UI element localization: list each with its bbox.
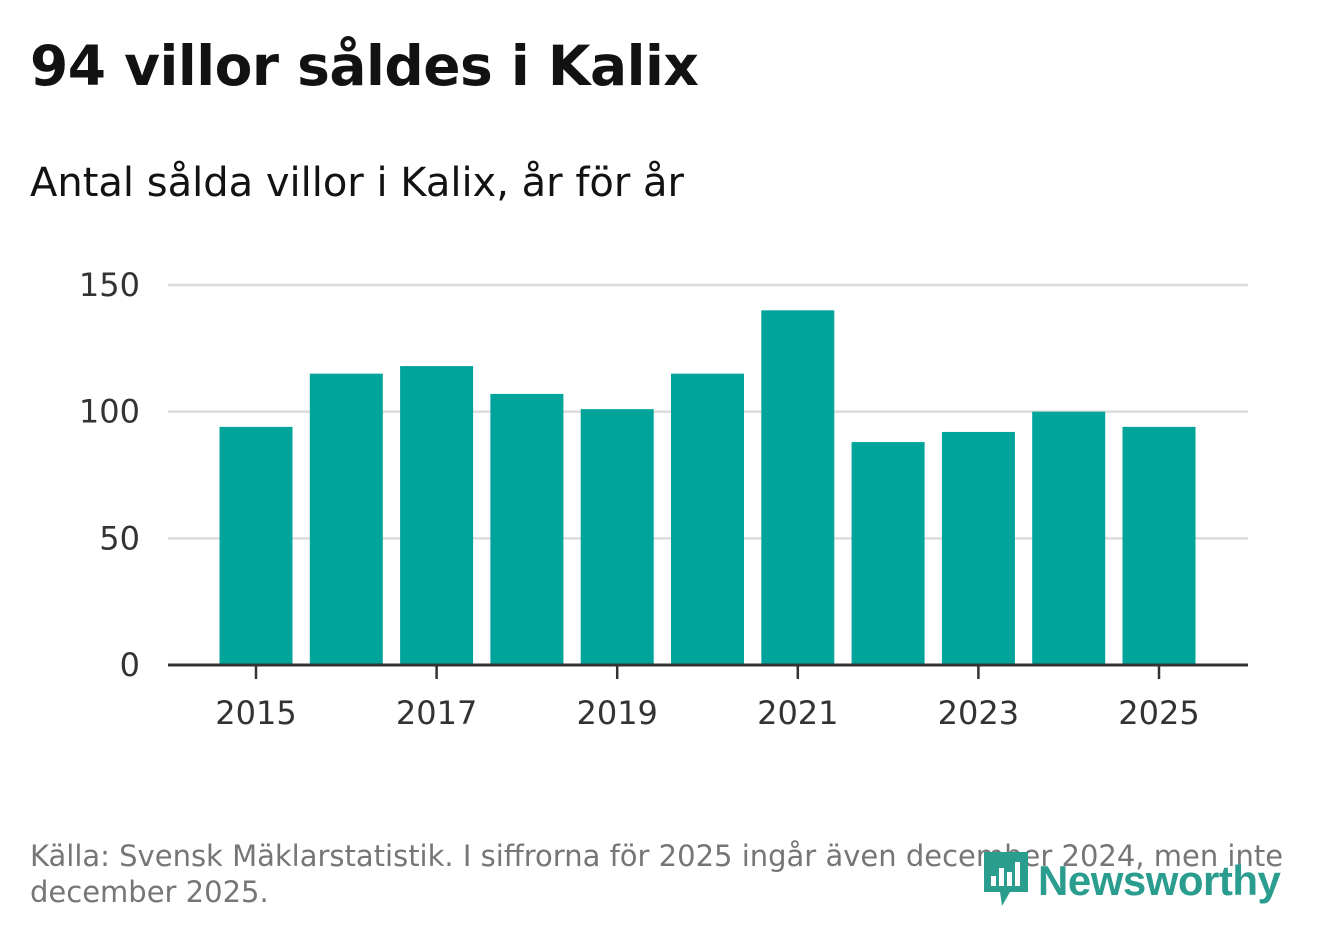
bar-2025 (1122, 426, 1196, 665)
bar-2024 (1032, 411, 1106, 665)
x-tick-label: 2019 (576, 694, 657, 732)
x-tick-label: 2021 (757, 694, 838, 732)
chart-subtitle: Antal sålda villor i Kalix, år för år (30, 160, 685, 206)
bar-2019 (580, 409, 654, 665)
bar-2015 (219, 426, 293, 665)
bar-2016 (309, 373, 383, 665)
bar-2023 (941, 431, 1015, 665)
bar-2018 (490, 393, 564, 665)
bar-2017 (400, 366, 474, 665)
y-tick-label: 150 (79, 266, 140, 304)
bar-2022 (851, 442, 925, 665)
y-tick-label: 50 (99, 519, 140, 557)
tick-labels: 0 50 100 150 2015 2017 2019 2021 2023 2025 (79, 266, 1200, 732)
bar-chart: 0 50 100 150 2015 2017 2019 2021 2023 2025 (79, 266, 1248, 732)
x-axis (168, 663, 1248, 679)
logo-text: Newsworthy (1038, 857, 1281, 904)
x-tick-label: 2025 (1118, 694, 1199, 732)
y-tick-label: 100 (79, 393, 140, 431)
bar-chart-speech-bubble-icon (980, 848, 1032, 914)
bar-2020 (671, 373, 744, 665)
x-tick-label: 2015 (215, 694, 296, 732)
newsworthy-logo: Newsworthy (980, 848, 1281, 914)
chart-title: 94 villor såldes i Kalix (30, 34, 699, 98)
bars (219, 310, 1196, 665)
y-tick-label: 0 (120, 646, 140, 684)
x-tick-label: 2023 (938, 694, 1019, 732)
source-note: Källa: Svensk Mäklarstatistik. I siffror… (30, 839, 1284, 909)
bar-2021 (761, 310, 835, 665)
x-tick-label: 2017 (396, 694, 477, 732)
